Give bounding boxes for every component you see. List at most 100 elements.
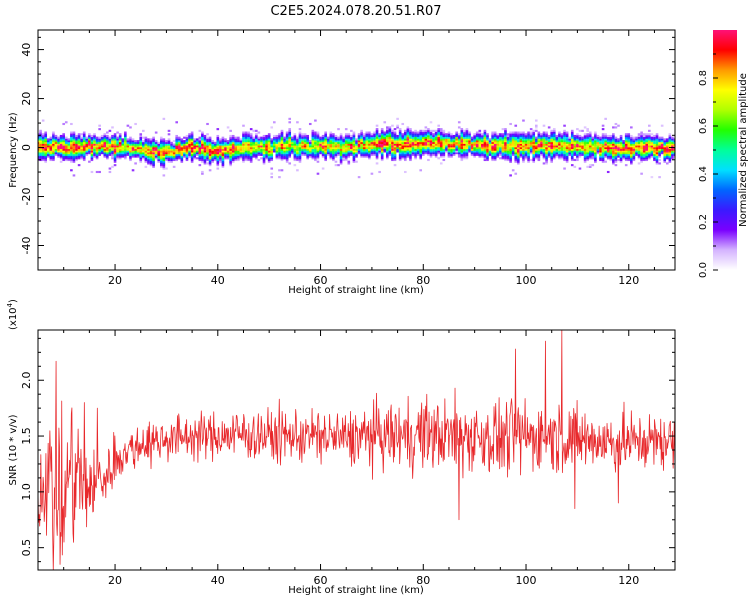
heatmap-cell bbox=[159, 140, 163, 143]
heatmap-cell bbox=[658, 148, 661, 151]
heatmap-cell bbox=[108, 129, 112, 132]
heatmap-cell bbox=[583, 141, 587, 144]
heatmap-cell bbox=[416, 134, 420, 138]
heatmap-cell bbox=[172, 158, 176, 162]
heatmap-cell bbox=[255, 140, 258, 143]
heatmap-cell bbox=[391, 133, 394, 136]
heatmap-cell bbox=[396, 124, 399, 127]
heatmap-cell bbox=[180, 152, 184, 155]
heatmap-cell bbox=[576, 128, 579, 131]
heatmap-cell bbox=[75, 136, 78, 139]
heatmap-cell bbox=[49, 141, 53, 144]
heatmap-cell bbox=[578, 141, 582, 144]
heatmap-cell bbox=[429, 140, 433, 143]
heatmap-cell bbox=[596, 148, 600, 151]
heatmap-cell bbox=[388, 136, 392, 139]
heatmap-cell bbox=[542, 140, 546, 143]
heatmap-cell bbox=[517, 141, 520, 144]
heatmap-cell bbox=[452, 141, 456, 144]
heatmap-cell bbox=[172, 143, 176, 146]
heatmap-cell bbox=[552, 146, 556, 150]
heatmap-cell bbox=[229, 136, 232, 139]
heatmap-cell bbox=[545, 145, 548, 148]
heatmap-cell bbox=[308, 141, 312, 144]
heatmap-cell bbox=[604, 148, 607, 151]
heatmap-cell bbox=[568, 146, 571, 150]
heatmap-cell bbox=[445, 134, 448, 138]
heatmap-cell bbox=[270, 140, 274, 143]
heatmap-cell bbox=[478, 150, 482, 153]
heatmap-cell bbox=[375, 150, 379, 153]
heatmap-cell bbox=[493, 150, 497, 153]
heatmap-cell bbox=[630, 162, 633, 165]
heatmap-cell bbox=[650, 148, 654, 151]
heatmap-cell bbox=[249, 152, 253, 155]
heatmap-cell bbox=[378, 141, 381, 144]
heatmap-cell bbox=[211, 157, 214, 160]
heatmap-cell bbox=[524, 134, 528, 138]
heatmap-cell bbox=[52, 152, 55, 155]
heatmap-cell bbox=[108, 150, 112, 153]
x-tick-label: 60 bbox=[314, 274, 328, 287]
heatmap-cell bbox=[180, 148, 184, 151]
heatmap-cell bbox=[558, 134, 561, 138]
heatmap-cell bbox=[280, 153, 284, 156]
heatmap-cell bbox=[280, 134, 284, 138]
heatmap-cell bbox=[519, 148, 523, 151]
heatmap-cell bbox=[383, 141, 387, 144]
heatmap-cell bbox=[201, 153, 204, 156]
heatmap-cell bbox=[362, 143, 366, 146]
heatmap-cell bbox=[545, 138, 548, 141]
heatmap-cell bbox=[113, 153, 117, 156]
heatmap-cell bbox=[129, 145, 132, 148]
heatmap-cell bbox=[583, 143, 587, 146]
heatmap-cell bbox=[468, 140, 471, 143]
heatmap-cell bbox=[311, 141, 315, 144]
heatmap-cell bbox=[486, 150, 489, 153]
heatmap-cell bbox=[491, 150, 494, 153]
heatmap-cell bbox=[329, 136, 333, 139]
heatmap-cell bbox=[386, 133, 389, 136]
heatmap-cell bbox=[642, 153, 646, 156]
heatmap-cell bbox=[622, 153, 625, 156]
heatmap-cell bbox=[481, 155, 484, 158]
heatmap-cell bbox=[570, 152, 574, 155]
heatmap-cell bbox=[401, 136, 405, 139]
heatmap-cell bbox=[496, 145, 500, 148]
heatmap-cell bbox=[368, 143, 371, 146]
heatmap-cell bbox=[393, 158, 397, 162]
heatmap-cell bbox=[293, 152, 297, 155]
heatmap-cell bbox=[501, 148, 505, 151]
heatmap-cell bbox=[116, 157, 119, 160]
heatmap-cell bbox=[491, 134, 494, 138]
heatmap-cell bbox=[594, 133, 597, 136]
heatmap-cell bbox=[93, 145, 96, 148]
heatmap-cell bbox=[570, 143, 574, 146]
heatmap-cell bbox=[288, 150, 292, 153]
heatmap-cell bbox=[165, 167, 168, 170]
heatmap-cell bbox=[77, 138, 81, 141]
heatmap-cell bbox=[588, 157, 592, 160]
heatmap-cell bbox=[614, 148, 618, 151]
heatmap-cell bbox=[270, 138, 274, 141]
heatmap-cell bbox=[576, 155, 579, 158]
heatmap-cell bbox=[255, 141, 258, 144]
heatmap-cell bbox=[630, 153, 633, 156]
heatmap-cell bbox=[619, 157, 623, 160]
heatmap-cell bbox=[599, 136, 602, 139]
heatmap-cell bbox=[124, 150, 127, 153]
heatmap-cell bbox=[293, 143, 297, 146]
heatmap-cell bbox=[316, 134, 320, 138]
heatmap-cell bbox=[396, 126, 399, 129]
heatmap-cell bbox=[439, 155, 443, 158]
heatmap-cell bbox=[665, 140, 669, 143]
heatmap-cell bbox=[481, 138, 484, 141]
heatmap-cell bbox=[537, 152, 541, 155]
heatmap-cell bbox=[339, 155, 343, 158]
heatmap-cell bbox=[460, 133, 464, 136]
heatmap-cell bbox=[614, 126, 618, 129]
heatmap-cell bbox=[532, 146, 536, 150]
heatmap-cell bbox=[188, 136, 191, 139]
heatmap-cell bbox=[375, 129, 379, 132]
heatmap-cell bbox=[447, 145, 451, 148]
